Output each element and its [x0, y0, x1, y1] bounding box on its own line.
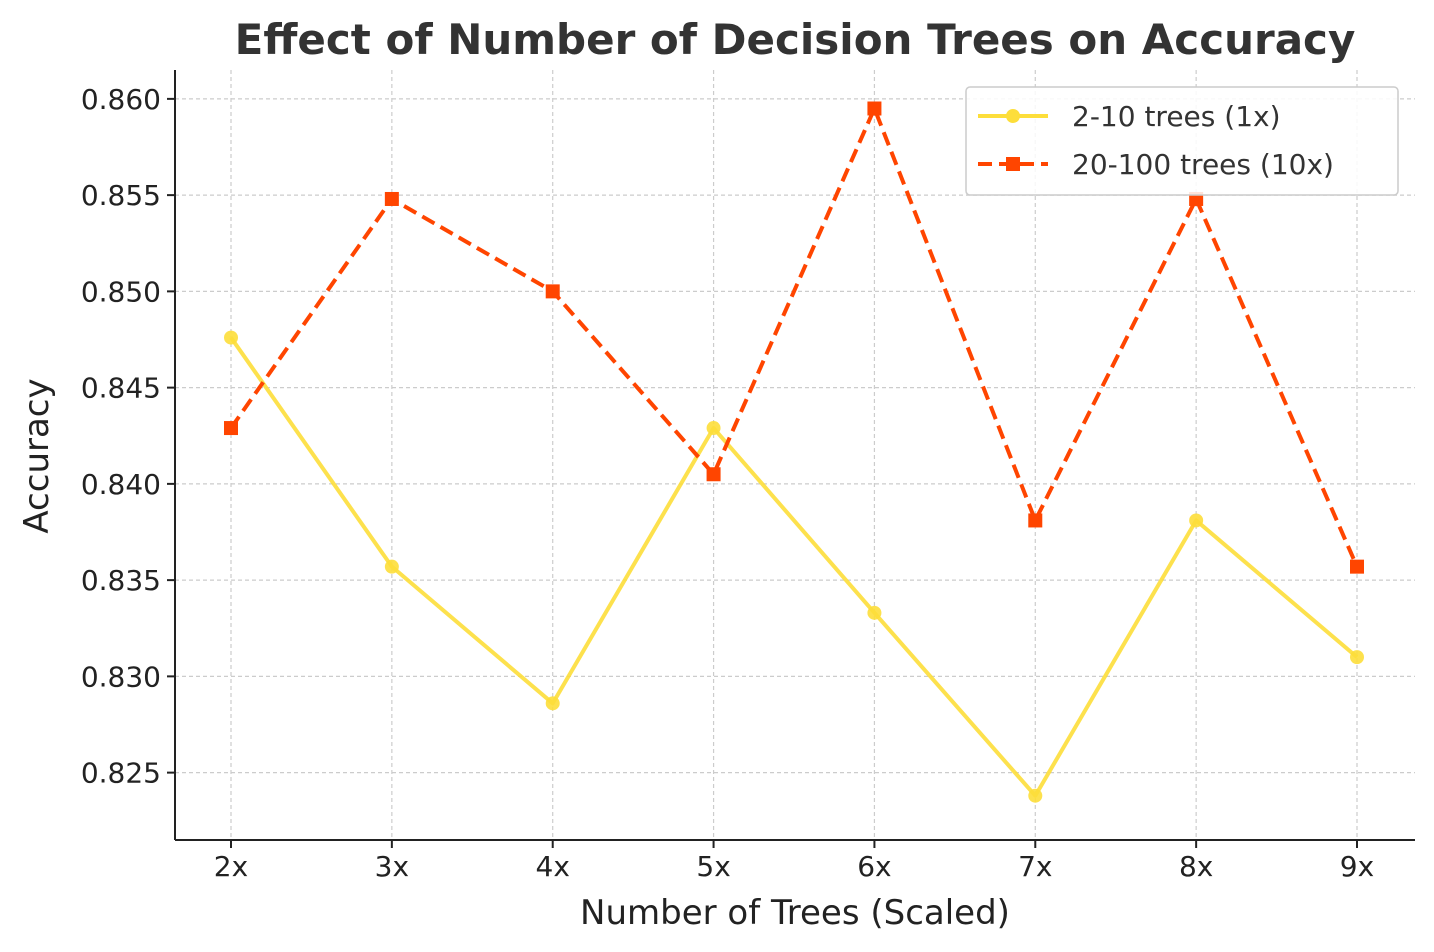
- legend-marker-circle: [1006, 109, 1020, 123]
- data-point-circle: [1189, 513, 1204, 528]
- y-tick-label: 0.850: [81, 275, 161, 308]
- series-line-1: [229, 106, 1359, 568]
- x-tick-label: 7x: [1018, 850, 1052, 883]
- y-tick-label: 0.860: [81, 83, 161, 116]
- x-tick-label: 6x: [857, 850, 891, 883]
- legend-label-1: 20-100 trees (10x): [1072, 148, 1334, 181]
- y-tick-label: 0.830: [81, 660, 161, 693]
- x-ticks: 2x 3x 4x 5x 6x 7x 8x 9x: [214, 840, 1374, 883]
- data-point-circle: [867, 605, 882, 620]
- y-tick-label: 0.845: [81, 372, 161, 405]
- data-point-square: [224, 421, 238, 436]
- data-point-square: [384, 191, 399, 206]
- y-tick-label: 0.835: [81, 564, 161, 597]
- x-tick-label: 4x: [536, 850, 570, 883]
- data-point-circle: [1350, 650, 1364, 665]
- x-tick-label: 8x: [1179, 850, 1213, 883]
- data-point-circle: [545, 696, 560, 711]
- data-point-circle: [384, 559, 399, 574]
- data-point-circle: [706, 421, 721, 436]
- x-tick-label: 9x: [1340, 850, 1374, 883]
- x-tick-label: 2x: [214, 850, 248, 883]
- legend: 2-10 trees (1x) 20-100 trees (10x): [965, 86, 1399, 196]
- series-line-0: [229, 336, 1359, 798]
- y-ticks: 0.825 0.830 0.835 0.840 0.845 0.850 0.855 0.860: [81, 83, 175, 790]
- data-point-circle: [1028, 788, 1043, 803]
- chart-title: Effect of Number of Decision Trees on Ac…: [235, 15, 1356, 64]
- y-tick-label: 0.840: [81, 468, 161, 501]
- data-point-square: [706, 467, 721, 482]
- y-tick-label: 0.855: [81, 179, 161, 212]
- x-tick-label: 3x: [375, 850, 409, 883]
- data-point-circle: [224, 330, 238, 345]
- y-tick-label: 0.825: [81, 757, 161, 790]
- data-point-square: [1350, 559, 1364, 574]
- x-axis-label: Number of Trees (Scaled): [580, 893, 1010, 933]
- legend-label-0: 2-10 trees (1x): [1072, 100, 1281, 133]
- data-point-square: [867, 101, 882, 116]
- data-point-square: [1028, 513, 1043, 528]
- legend-marker-square: [1006, 157, 1020, 171]
- grid: [175, 70, 1415, 840]
- x-tick-label: 5x: [696, 850, 730, 883]
- data-point-square: [545, 284, 560, 299]
- series-layer: [224, 101, 1364, 803]
- y-axis-label: Accuracy: [17, 378, 57, 533]
- legend-box: [965, 86, 1399, 196]
